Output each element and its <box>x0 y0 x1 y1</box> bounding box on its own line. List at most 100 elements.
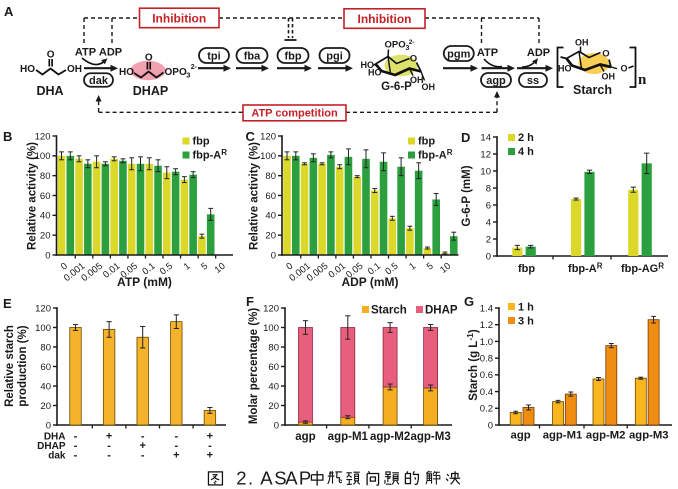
svg-text:OH: OH <box>575 38 589 48</box>
svg-text:0.8: 0.8 <box>480 353 493 364</box>
svg-text:agp-M1: agp-M1 <box>543 430 583 442</box>
svg-text:1.2: 1.2 <box>480 320 493 331</box>
svg-text:agp-M2: agp-M2 <box>370 431 410 443</box>
svg-text:agp-M3: agp-M3 <box>629 430 669 442</box>
svg-text:S: S <box>274 468 286 489</box>
svg-text:ADP: ADP <box>527 47 550 59</box>
svg-text:F: F <box>246 294 254 309</box>
svg-text:5: 5 <box>199 261 210 273</box>
svg-text:OH: OH <box>67 64 82 75</box>
svg-text:2: 2 <box>486 234 491 245</box>
svg-text:2-: 2- <box>191 64 198 71</box>
svg-text:1.4: 1.4 <box>480 303 493 314</box>
svg-text:O: O <box>47 50 55 61</box>
svg-text:100: 100 <box>35 151 51 162</box>
svg-text:Inhibition: Inhibition <box>358 12 412 26</box>
svg-text:HO: HO <box>368 67 382 77</box>
svg-text:A: A <box>260 468 273 489</box>
svg-text:fbp-AR: fbp-AR <box>568 262 603 276</box>
svg-text:40: 40 <box>40 381 51 392</box>
svg-text:-: - <box>141 431 145 443</box>
svg-text:production (%): production (%) <box>17 325 29 406</box>
svg-text:ATP competition: ATP competition <box>251 108 338 120</box>
svg-text:-: - <box>208 440 212 452</box>
svg-text:OH: OH <box>602 72 616 82</box>
svg-text:HO: HO <box>20 64 35 75</box>
svg-text:60: 60 <box>40 191 51 202</box>
svg-text:-: - <box>107 450 111 462</box>
svg-text:60: 60 <box>268 362 279 373</box>
svg-text:.: . <box>248 468 253 489</box>
svg-text:OH: OH <box>410 75 424 85</box>
svg-text:120: 120 <box>260 131 276 142</box>
svg-text:HO: HO <box>119 67 134 78</box>
svg-text:0: 0 <box>46 420 51 431</box>
svg-text:agp-M1: agp-M1 <box>328 431 369 443</box>
svg-text:+: + <box>139 440 145 452</box>
svg-text:ATP: ATP <box>75 47 96 59</box>
svg-text:OPO: OPO <box>165 67 187 78</box>
svg-text:Relative starch: Relative starch <box>4 325 16 407</box>
svg-text:DHAP: DHAP <box>133 84 168 98</box>
svg-text:5: 5 <box>425 261 436 273</box>
svg-text:G: G <box>464 294 474 309</box>
svg-text:E: E <box>3 296 12 311</box>
svg-text:+: + <box>173 450 179 462</box>
svg-text:1: 1 <box>407 261 418 273</box>
svg-text:tpi: tpi <box>207 50 220 62</box>
svg-text:P: P <box>299 468 311 489</box>
svg-text:40: 40 <box>40 211 51 222</box>
svg-text:-: - <box>174 440 178 452</box>
svg-text:4: 4 <box>486 217 491 228</box>
svg-text:1: 1 <box>182 261 193 273</box>
svg-text:0.4: 0.4 <box>480 387 493 398</box>
svg-text:fbp: fbp <box>193 136 210 148</box>
svg-text:O: O <box>620 64 627 74</box>
svg-text:1.0: 1.0 <box>480 337 493 348</box>
svg-text:3: 3 <box>406 45 410 52</box>
svg-text:40: 40 <box>265 211 276 222</box>
svg-text:Starch: Starch <box>573 83 612 97</box>
svg-text:agp: agp <box>295 431 315 443</box>
svg-text:A: A <box>285 468 298 489</box>
svg-text:0.6: 0.6 <box>480 370 493 381</box>
svg-text:agp: agp <box>486 75 506 87</box>
svg-text:fbp: fbp <box>284 50 301 62</box>
svg-text:G-6-P (mM): G-6-P (mM) <box>461 165 473 226</box>
svg-text:0: 0 <box>45 250 50 261</box>
svg-text:+: + <box>207 450 213 462</box>
svg-text:20: 20 <box>40 401 51 412</box>
svg-text:0: 0 <box>284 261 295 273</box>
svg-text:100: 100 <box>260 151 276 162</box>
svg-text:ADP (mM): ADP (mM) <box>341 275 398 289</box>
svg-text:O: O <box>410 54 417 65</box>
svg-text:DHA: DHA <box>44 432 66 443</box>
svg-text:+: + <box>207 431 213 443</box>
svg-text:dak: dak <box>89 75 109 87</box>
svg-text:3: 3 <box>186 71 190 80</box>
svg-text:Relative activity (%): Relative activity (%) <box>249 142 261 250</box>
svg-text:0: 0 <box>274 420 279 431</box>
svg-text:-: - <box>141 450 145 462</box>
svg-text:+: + <box>106 431 112 443</box>
svg-text:DHA: DHA <box>36 84 63 98</box>
svg-text:20: 20 <box>40 230 51 241</box>
svg-text:OPO: OPO <box>385 40 406 51</box>
svg-text:agp-M3: agp-M3 <box>410 431 450 443</box>
svg-text:dak: dak <box>48 451 66 462</box>
svg-text:Starch: Starch <box>371 305 407 317</box>
svg-text:B: B <box>3 129 12 144</box>
svg-text:-: - <box>174 431 178 443</box>
svg-text:A: A <box>4 4 14 19</box>
svg-text:HO: HO <box>361 60 375 70</box>
svg-text:ATP (mM): ATP (mM) <box>117 275 172 289</box>
svg-text:G-6-P: G-6-P <box>381 81 412 93</box>
svg-text:10: 10 <box>480 166 491 177</box>
svg-text:DHAP: DHAP <box>37 441 66 452</box>
svg-text:ATP: ATP <box>477 47 498 59</box>
svg-text:0: 0 <box>271 250 276 261</box>
svg-text:agp: agp <box>511 430 531 442</box>
svg-text:Relative activity (%): Relative activity (%) <box>27 142 39 250</box>
svg-text:ADP: ADP <box>99 47 122 59</box>
svg-text:C: C <box>246 129 256 144</box>
